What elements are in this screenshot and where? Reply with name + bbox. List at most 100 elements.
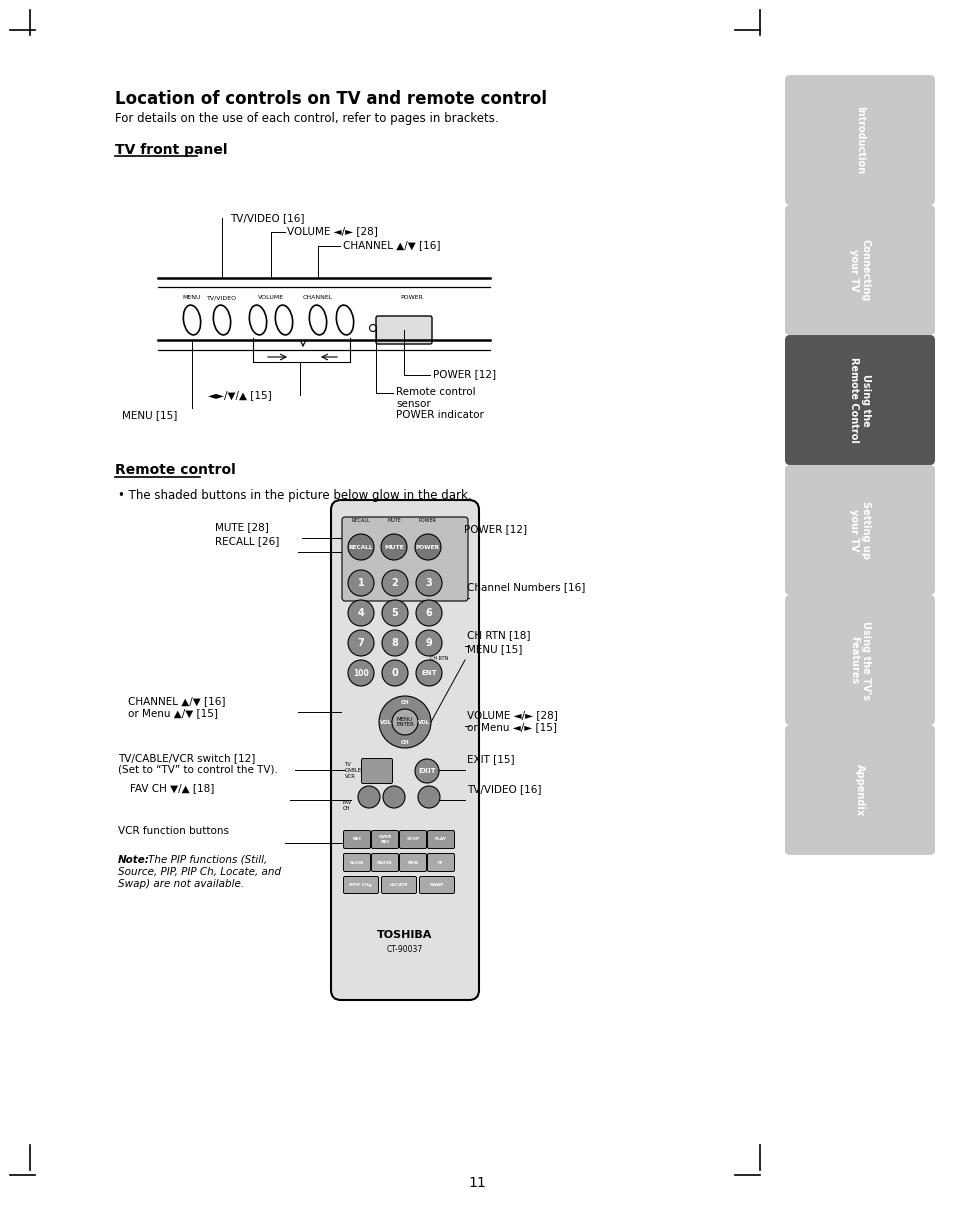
- Text: REW: REW: [407, 861, 418, 865]
- Text: Location of controls on TV and remote control: Location of controls on TV and remote co…: [115, 90, 546, 109]
- Circle shape: [381, 570, 408, 596]
- Circle shape: [348, 534, 374, 560]
- Text: POWER [12]: POWER [12]: [433, 369, 496, 379]
- Text: POWER: POWER: [416, 544, 439, 550]
- Circle shape: [348, 601, 374, 626]
- Text: 4: 4: [357, 608, 364, 617]
- Text: CH: CH: [400, 739, 409, 744]
- Circle shape: [348, 630, 374, 656]
- Text: 8: 8: [391, 638, 398, 648]
- FancyBboxPatch shape: [399, 831, 426, 849]
- Circle shape: [417, 786, 439, 808]
- Text: FAV
CH: FAV CH: [343, 800, 352, 810]
- Text: VCR function buttons: VCR function buttons: [118, 826, 229, 836]
- Text: VOL: VOL: [417, 720, 430, 725]
- Text: SLOW: SLOW: [350, 861, 364, 865]
- Text: (Set to “TV” to control the TV).: (Set to “TV” to control the TV).: [118, 765, 277, 775]
- Text: Source, PIP, PIP Ch, Locate, and: Source, PIP, PIP Ch, Locate, and: [118, 867, 281, 877]
- FancyBboxPatch shape: [361, 759, 392, 784]
- Circle shape: [381, 601, 408, 626]
- Text: Channel Numbers [16]: Channel Numbers [16]: [467, 582, 585, 592]
- Text: LOCATE: LOCATE: [389, 883, 408, 886]
- Circle shape: [381, 660, 408, 686]
- Text: 1: 1: [357, 578, 364, 589]
- Text: FAV CH ▼/▲ [18]: FAV CH ▼/▲ [18]: [130, 783, 214, 794]
- FancyBboxPatch shape: [381, 877, 416, 894]
- FancyBboxPatch shape: [331, 500, 478, 1000]
- Text: or Menu ▲/▼ [15]: or Menu ▲/▼ [15]: [128, 708, 218, 718]
- Text: STOP: STOP: [406, 837, 419, 842]
- FancyBboxPatch shape: [371, 854, 398, 872]
- Text: Appendix: Appendix: [854, 763, 864, 816]
- Text: ◄►/▼/▲ [15]: ◄►/▼/▲ [15]: [208, 390, 272, 400]
- Text: TV front panel: TV front panel: [115, 144, 227, 157]
- Text: MUTE: MUTE: [387, 517, 400, 522]
- Circle shape: [357, 786, 379, 808]
- Text: 2: 2: [392, 578, 398, 589]
- Text: Remote control: Remote control: [115, 463, 235, 478]
- FancyBboxPatch shape: [371, 831, 398, 849]
- Text: Introduction: Introduction: [854, 106, 864, 174]
- Text: PLAY: PLAY: [435, 837, 447, 842]
- Text: Swap) are not available.: Swap) are not available.: [118, 879, 244, 889]
- Text: VOL: VOL: [379, 720, 392, 725]
- Text: 0: 0: [392, 668, 398, 678]
- Circle shape: [392, 709, 417, 734]
- Text: CHANNEL: CHANNEL: [302, 295, 333, 300]
- Text: RECALL: RECALL: [352, 517, 370, 522]
- Text: CHANNEL ▲/▼ [16]: CHANNEL ▲/▼ [16]: [343, 240, 440, 250]
- Text: Using the TV's
Features: Using the TV's Features: [848, 621, 870, 699]
- FancyBboxPatch shape: [419, 877, 454, 894]
- Text: POWER: POWER: [400, 295, 423, 300]
- Circle shape: [415, 534, 440, 560]
- Text: EXIT [15]: EXIT [15]: [467, 754, 514, 763]
- Circle shape: [416, 660, 441, 686]
- Text: CT-90037: CT-90037: [387, 946, 423, 954]
- Text: MUTE [28]: MUTE [28]: [214, 522, 269, 532]
- Text: Connecting
your TV: Connecting your TV: [848, 239, 870, 302]
- Text: EXIT: EXIT: [417, 768, 436, 774]
- Text: or Menu ◄/► [15]: or Menu ◄/► [15]: [467, 722, 557, 732]
- FancyBboxPatch shape: [399, 854, 426, 872]
- Text: Using the
Remote Control: Using the Remote Control: [848, 357, 870, 443]
- Text: MENU
ENTER: MENU ENTER: [395, 716, 414, 727]
- Text: VOLUME ◄/► [28]: VOLUME ◄/► [28]: [467, 710, 558, 720]
- Text: Setting up
your TV: Setting up your TV: [848, 500, 870, 560]
- Text: CHANNEL ▲/▼ [16]: CHANNEL ▲/▼ [16]: [128, 696, 225, 706]
- Circle shape: [382, 786, 405, 808]
- FancyBboxPatch shape: [427, 854, 454, 872]
- Text: 100: 100: [353, 668, 369, 678]
- Text: REC: REC: [352, 837, 361, 842]
- Circle shape: [348, 660, 374, 686]
- Text: 3: 3: [425, 578, 432, 589]
- Circle shape: [416, 630, 441, 656]
- Text: TV/VIDEO: TV/VIDEO: [207, 295, 236, 300]
- Text: MUTE: MUTE: [384, 544, 403, 550]
- FancyBboxPatch shape: [784, 205, 934, 335]
- Text: 7: 7: [357, 638, 364, 648]
- Text: PAUSE: PAUSE: [376, 861, 393, 865]
- Text: SWAP: SWAP: [430, 883, 444, 886]
- FancyBboxPatch shape: [427, 831, 454, 849]
- Text: CH: CH: [400, 699, 409, 704]
- Text: CH RTN [18]: CH RTN [18]: [467, 630, 530, 640]
- Text: POWER: POWER: [418, 517, 436, 522]
- FancyBboxPatch shape: [343, 831, 370, 849]
- Text: 11: 11: [468, 1176, 485, 1190]
- Circle shape: [381, 630, 408, 656]
- Circle shape: [348, 570, 374, 596]
- Text: RECALL [26]: RECALL [26]: [214, 535, 279, 546]
- FancyBboxPatch shape: [784, 75, 934, 205]
- Text: POWER indicator: POWER indicator: [395, 410, 483, 420]
- Text: TV
CABLE
VCR: TV CABLE VCR: [345, 762, 361, 779]
- Text: MENU [15]: MENU [15]: [122, 410, 177, 420]
- FancyBboxPatch shape: [784, 335, 934, 466]
- Text: 9: 9: [425, 638, 432, 648]
- FancyBboxPatch shape: [784, 466, 934, 595]
- Circle shape: [380, 534, 407, 560]
- Text: • The shaded buttons in the picture below glow in the dark.: • The shaded buttons in the picture belo…: [118, 488, 471, 502]
- Text: TV/CABLE/VCR switch [12]: TV/CABLE/VCR switch [12]: [118, 753, 255, 763]
- FancyBboxPatch shape: [343, 877, 378, 894]
- Text: CH RTN: CH RTN: [430, 656, 448, 661]
- Text: VOLUME ◄/► [28]: VOLUME ◄/► [28]: [287, 226, 377, 236]
